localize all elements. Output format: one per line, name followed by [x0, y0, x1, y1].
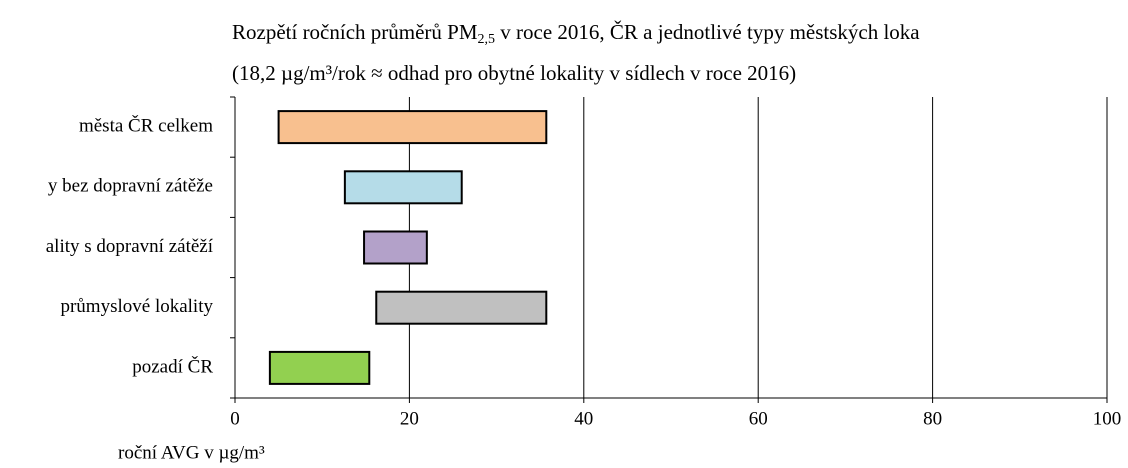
x-tick-label: 0 [230, 408, 240, 429]
y-tick-label: města ČR celkem [79, 114, 213, 136]
title-subscript: 2,5 [478, 32, 496, 47]
y-tick-label: průmyslové lokality [60, 296, 213, 317]
chart-title: Rozpětí ročních průměrů PM2,5 v roce 201… [232, 20, 920, 47]
x-tick-label: 20 [400, 408, 419, 429]
chart-subtitle: (18,2 µg/m³/rok ≈ odhad pro obytné lokal… [232, 61, 796, 85]
y-tick-label: y bez dopravní zátěže [48, 176, 213, 197]
y-tick-label: ality s dopravní zátěží [46, 236, 214, 257]
y-tick-label: pozadí ČR [132, 355, 213, 377]
bar [363, 230, 428, 265]
x-axis-label: roční AVG v µg/m³ [118, 442, 265, 463]
bar [343, 170, 463, 205]
bar [277, 110, 548, 145]
bar [268, 350, 371, 385]
x-tick-label: 60 [749, 408, 768, 429]
bar [375, 290, 548, 325]
x-tick-label: 100 [1093, 408, 1122, 429]
x-tick-label: 40 [574, 408, 593, 429]
x-tick-label: 80 [923, 408, 942, 429]
title-rest: v roce 2016, ČR a jednotlivé typy městsk… [495, 20, 920, 44]
title-main: Rozpětí ročních průměrů PM [232, 20, 478, 44]
